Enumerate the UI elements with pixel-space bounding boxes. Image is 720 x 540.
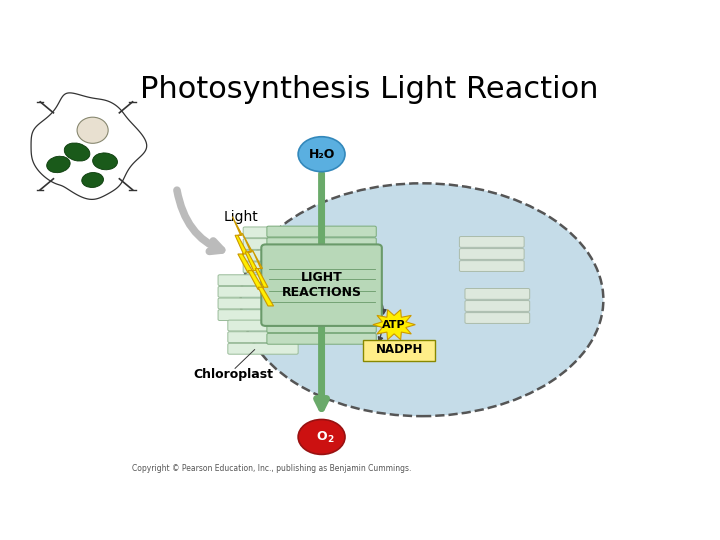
Text: Copyright © Pearson Education, Inc., publishing as Benjamin Cummings.: Copyright © Pearson Education, Inc., pub… [132, 464, 411, 473]
FancyBboxPatch shape [363, 340, 436, 361]
FancyBboxPatch shape [218, 275, 286, 286]
Text: H₂O: H₂O [308, 148, 335, 161]
Polygon shape [253, 250, 274, 306]
FancyBboxPatch shape [228, 332, 298, 342]
Polygon shape [233, 217, 253, 273]
FancyBboxPatch shape [465, 313, 530, 323]
FancyBboxPatch shape [261, 245, 382, 326]
FancyBboxPatch shape [218, 286, 286, 297]
FancyBboxPatch shape [459, 248, 524, 259]
Text: Chloroplast: Chloroplast [193, 368, 273, 381]
FancyBboxPatch shape [267, 226, 377, 237]
FancyBboxPatch shape [459, 261, 524, 272]
Ellipse shape [47, 156, 70, 173]
FancyBboxPatch shape [267, 333, 377, 344]
FancyBboxPatch shape [228, 343, 298, 354]
Text: ATP: ATP [382, 320, 406, 330]
Text: LIGHT
REACTIONS: LIGHT REACTIONS [282, 271, 361, 299]
FancyBboxPatch shape [218, 310, 286, 321]
Ellipse shape [64, 143, 90, 161]
FancyBboxPatch shape [459, 237, 524, 247]
Text: NADPH: NADPH [376, 343, 423, 356]
FancyBboxPatch shape [218, 298, 286, 309]
Ellipse shape [82, 172, 104, 187]
Circle shape [298, 137, 345, 172]
FancyBboxPatch shape [228, 320, 298, 331]
FancyBboxPatch shape [243, 227, 311, 238]
Ellipse shape [77, 117, 108, 143]
Polygon shape [373, 309, 415, 340]
FancyBboxPatch shape [267, 322, 377, 333]
FancyBboxPatch shape [243, 262, 311, 273]
Text: O: O [316, 430, 327, 443]
Ellipse shape [240, 183, 603, 416]
Text: Photosynthesis Light Reaction: Photosynthesis Light Reaction [140, 75, 598, 104]
FancyBboxPatch shape [267, 238, 377, 248]
FancyBboxPatch shape [465, 288, 530, 299]
Text: 2: 2 [328, 435, 333, 444]
Circle shape [298, 420, 345, 454]
Text: Light: Light [224, 210, 258, 224]
Ellipse shape [93, 153, 117, 170]
FancyBboxPatch shape [465, 301, 530, 312]
Polygon shape [243, 233, 264, 289]
FancyBboxPatch shape [243, 239, 311, 249]
FancyBboxPatch shape [243, 250, 311, 261]
